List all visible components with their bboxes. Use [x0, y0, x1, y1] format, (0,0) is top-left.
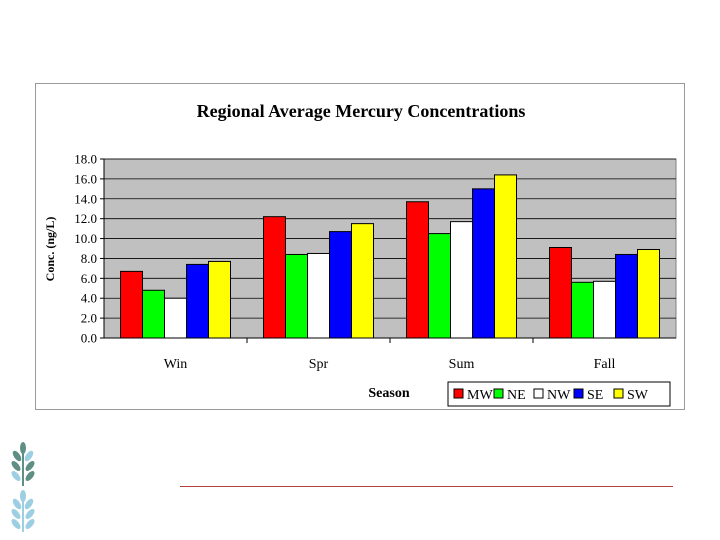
footer-divider	[180, 486, 673, 487]
chart-frame: Regional Average Mercury Concentrations …	[35, 83, 685, 410]
y-tick-label: 18.0	[74, 152, 97, 167]
bar	[615, 253, 638, 339]
bar	[208, 260, 231, 339]
y-tick-label: 12.0	[74, 211, 97, 226]
y-axis-label: Conc. (ng/L)	[43, 217, 57, 282]
bar	[142, 289, 165, 339]
legend-swatch	[533, 388, 544, 399]
legend-label: NW	[547, 388, 571, 403]
bar	[351, 223, 374, 339]
legend-swatch	[493, 388, 504, 399]
y-tick-label: 8.0	[81, 251, 97, 266]
bar	[120, 270, 143, 339]
legend-swatch	[573, 388, 584, 399]
bar	[549, 247, 572, 339]
x-tick-label: Spr	[309, 357, 329, 372]
legend-box	[447, 381, 671, 407]
bar	[285, 253, 308, 339]
y-tick-label: 0.0	[81, 331, 97, 346]
leaf-upper-icon	[11, 442, 35, 486]
legend-swatch	[613, 388, 624, 399]
legend-label: NE	[507, 388, 526, 403]
bar	[307, 252, 330, 339]
bar	[637, 248, 660, 339]
bar	[593, 280, 616, 339]
legend-label: SW	[627, 388, 649, 403]
bar	[450, 221, 473, 339]
y-tick-label: 2.0	[81, 311, 97, 326]
x-tick-label: Win	[164, 357, 188, 372]
bar	[406, 201, 429, 339]
x-axis-label: Season	[368, 386, 409, 401]
legend-label: SE	[587, 388, 603, 403]
x-tick-label: Sum	[449, 357, 475, 372]
x-tick-label: Fall	[594, 357, 616, 372]
bar	[263, 216, 286, 339]
bar	[494, 174, 517, 339]
y-tick-label: 14.0	[74, 191, 97, 206]
bar	[472, 188, 495, 339]
y-tick-label: 6.0	[81, 271, 97, 286]
legend: MW NE NW SE SW	[447, 381, 671, 407]
legend-swatch	[453, 388, 464, 399]
bar	[329, 231, 352, 339]
bar	[186, 263, 209, 339]
y-tick-label: 10.0	[74, 231, 97, 246]
y-tick-label: 4.0	[81, 291, 97, 306]
legend-label: MW	[467, 388, 493, 403]
chart-title: Regional Average Mercury Concentrations	[197, 101, 526, 121]
leaf-logo-icon	[11, 442, 35, 532]
bar	[164, 297, 187, 339]
leaf-lower-icon	[11, 490, 35, 532]
y-tick-label: 16.0	[74, 171, 97, 186]
chart-svg: Regional Average Mercury Concentrations …	[43, 101, 677, 407]
bar	[571, 281, 594, 339]
bar	[428, 233, 451, 339]
